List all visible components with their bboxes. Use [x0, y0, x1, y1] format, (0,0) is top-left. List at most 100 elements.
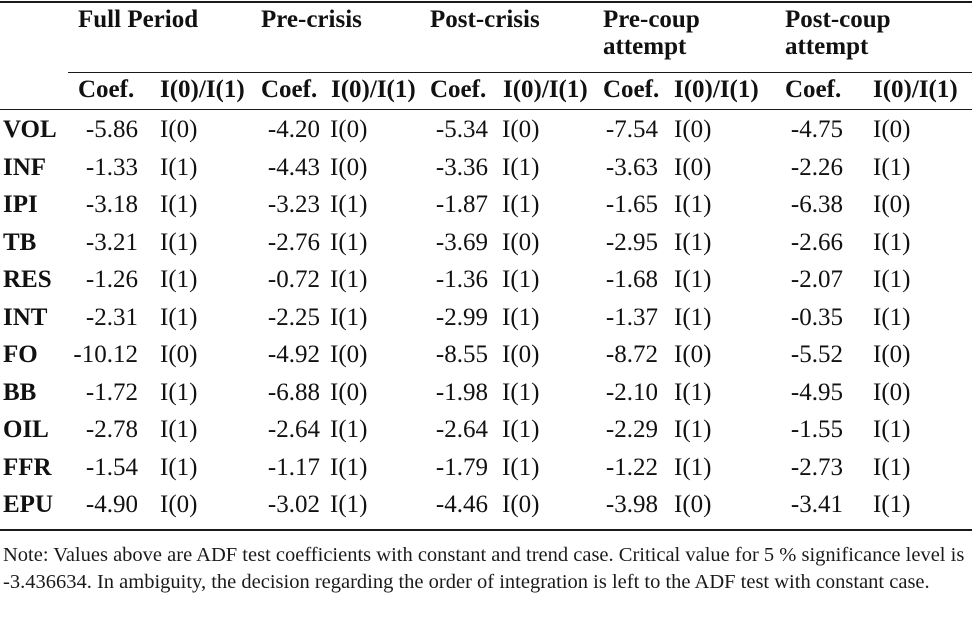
- coef-cell: -1.72: [85, 378, 138, 406]
- coef-cell: -3.36: [435, 153, 488, 181]
- subheader-coef: Coef.: [603, 76, 660, 103]
- coef-cell: -1.65: [605, 191, 658, 218]
- order-cell: I(0): [873, 341, 911, 368]
- subheader-rule: [0, 109, 972, 110]
- order-cell: I(0): [674, 116, 712, 143]
- coef-cell: -4.46: [435, 491, 488, 518]
- order-cell: I(1): [160, 416, 198, 443]
- coef-cell: -4.90: [85, 491, 138, 518]
- order-cell: I(1): [674, 303, 712, 331]
- order-cell: I(1): [502, 453, 540, 481]
- order-cell: I(1): [160, 303, 198, 331]
- variable-label: TB: [3, 228, 37, 256]
- header-pre-crisis: Pre-crisis: [261, 6, 362, 33]
- header-post-crisis: Post-crisis: [430, 6, 540, 33]
- coef-cell: -1.55: [790, 416, 843, 443]
- coef-cell: -2.07: [790, 266, 843, 293]
- header-post-coup-attempt: Post-coup attempt: [785, 6, 891, 60]
- coef-cell: -10.12: [73, 341, 138, 368]
- coef-cell: -1.26: [85, 266, 138, 293]
- order-cell: I(0): [160, 341, 198, 368]
- order-cell: I(1): [330, 266, 368, 293]
- coef-cell: -1.79: [435, 453, 488, 481]
- coef-cell: -1.68: [605, 266, 658, 293]
- coef-cell: -8.55: [435, 341, 488, 368]
- table-top-rule: [0, 1, 972, 3]
- coef-cell: -0.35: [790, 303, 843, 331]
- order-cell: I(1): [160, 153, 198, 181]
- order-cell: I(0): [160, 116, 198, 143]
- subheader-order: I(0)/I(1): [160, 76, 245, 103]
- coef-cell: -4.20: [267, 116, 320, 143]
- order-cell: I(1): [160, 378, 198, 406]
- table-row: RES -1.26 I(1) -0.72 I(1) -1.36 I(1) -1.68 I(1) -…: [0, 262, 972, 299]
- order-cell: I(1): [502, 416, 540, 443]
- order-cell: I(1): [873, 303, 911, 331]
- coef-cell: -6.88: [267, 378, 320, 406]
- order-cell: I(0): [674, 341, 712, 368]
- table-row: TB -3.21 I(1) -2.76 I(1) -3.69 I(0) -2.95 I(1) -2…: [0, 225, 972, 262]
- coef-cell: -4.92: [267, 341, 320, 368]
- coef-cell: -6.38: [790, 191, 843, 218]
- table-row: IPI -3.18 I(1) -3.23 I(1) -1.87 I(1) -1.65 I(1) -…: [0, 187, 972, 224]
- coef-cell: -2.76: [267, 228, 320, 256]
- order-cell: I(0): [330, 116, 368, 143]
- order-cell: I(1): [674, 191, 712, 218]
- order-cell: I(0): [873, 191, 911, 218]
- order-cell: I(1): [674, 416, 712, 443]
- coef-cell: -5.52: [790, 341, 843, 368]
- order-cell: I(0): [502, 491, 540, 518]
- coef-cell: -0.72: [267, 266, 320, 293]
- coef-cell: -3.63: [605, 153, 658, 181]
- coef-cell: -1.87: [435, 191, 488, 218]
- coef-cell: -5.34: [435, 116, 488, 143]
- coef-cell: -1.37: [605, 303, 658, 331]
- subheader-order: I(0)/I(1): [503, 76, 588, 103]
- coef-cell: -3.98: [605, 491, 658, 518]
- coef-cell: -2.29: [605, 416, 658, 443]
- subheader-coef: Coef.: [78, 76, 135, 103]
- coef-cell: -1.17: [267, 453, 320, 481]
- order-cell: I(1): [502, 153, 540, 181]
- order-cell: I(1): [502, 303, 540, 331]
- order-cell: I(0): [330, 341, 368, 368]
- order-cell: I(0): [674, 153, 712, 181]
- coef-cell: -7.54: [605, 116, 658, 143]
- subheader-order: I(0)/I(1): [674, 76, 759, 103]
- coef-cell: -1.98: [435, 378, 488, 406]
- coef-cell: -3.21: [85, 228, 138, 256]
- order-cell: I(1): [330, 491, 368, 518]
- subheader-order: I(0)/I(1): [873, 76, 958, 103]
- order-cell: I(1): [160, 266, 198, 293]
- coef-cell: -1.22: [605, 453, 658, 481]
- table-row: FFR -1.54 I(1) -1.17 I(1) -1.79 I(1) -1.22 I(1) -…: [0, 450, 972, 487]
- coef-cell: -3.41: [790, 491, 843, 518]
- order-cell: I(0): [873, 378, 911, 406]
- order-cell: I(0): [873, 116, 911, 143]
- order-cell: I(0): [502, 116, 540, 143]
- variable-label: FFR: [3, 453, 52, 481]
- order-cell: I(0): [674, 491, 712, 518]
- coef-cell: -2.31: [85, 303, 138, 331]
- order-cell: I(1): [873, 491, 911, 518]
- order-cell: I(0): [330, 378, 368, 406]
- coef-cell: -2.26: [790, 153, 843, 181]
- order-cell: I(1): [502, 191, 540, 218]
- subheader-coef: Coef.: [785, 76, 842, 103]
- coef-cell: -3.02: [267, 491, 320, 518]
- subheader-coef: Coef.: [430, 76, 487, 103]
- coef-cell: -1.33: [85, 153, 138, 181]
- coef-cell: -2.78: [85, 416, 138, 443]
- coef-cell: -2.95: [605, 228, 658, 256]
- order-cell: I(1): [873, 416, 911, 443]
- order-cell: I(1): [160, 453, 198, 481]
- coef-cell: -4.95: [790, 378, 843, 406]
- variable-label: EPU: [3, 491, 53, 518]
- coef-cell: -2.99: [435, 303, 488, 331]
- coef-cell: -5.86: [85, 116, 138, 143]
- table-row: OIL -2.78 I(1) -2.64 I(1) -2.64 I(1) -2.29 I(1) -…: [0, 412, 972, 449]
- coef-cell: -1.54: [85, 453, 138, 481]
- coef-cell: -2.66: [790, 228, 843, 256]
- order-cell: I(1): [330, 303, 368, 331]
- order-cell: I(1): [160, 228, 198, 256]
